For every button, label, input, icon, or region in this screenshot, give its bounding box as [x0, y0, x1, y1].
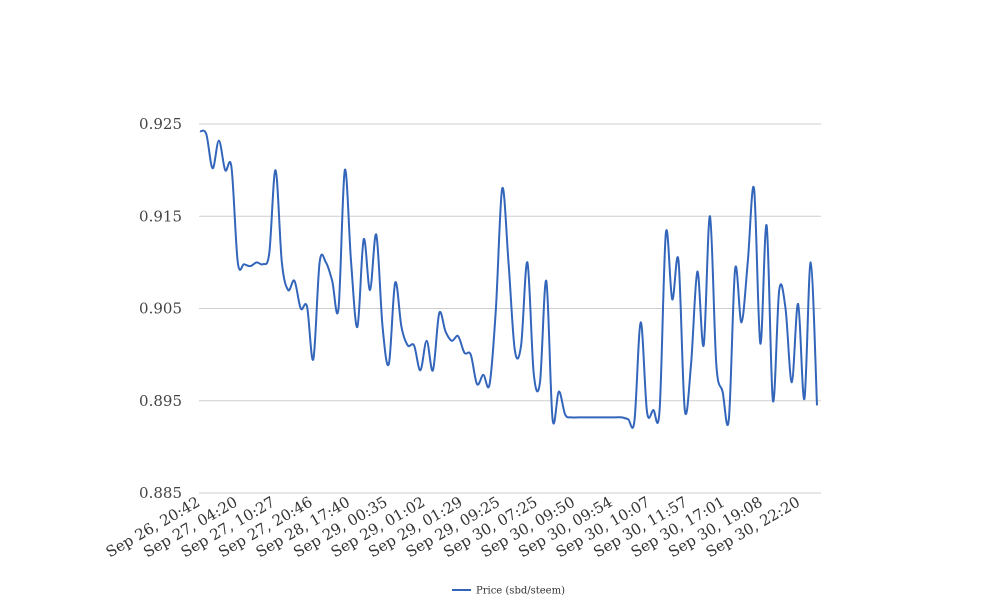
y-tick-label: 0.915: [139, 207, 182, 225]
series-lines: [199, 129, 818, 429]
legend-label-price: Price (sbd/steem): [476, 586, 565, 597]
grid-lines: [199, 123, 821, 494]
legend: Price (sbd/steem): [452, 586, 565, 597]
y-tick-label: 0.925: [139, 115, 182, 133]
y-tick-label: 0.895: [139, 392, 182, 410]
y-tick-label: 0.885: [139, 484, 182, 502]
series-line-0: [199, 129, 818, 429]
y-axis-ticks: 0.925 0.915 0.905 0.895 0.885: [139, 115, 182, 502]
y-tick-label: 0.905: [139, 300, 182, 318]
